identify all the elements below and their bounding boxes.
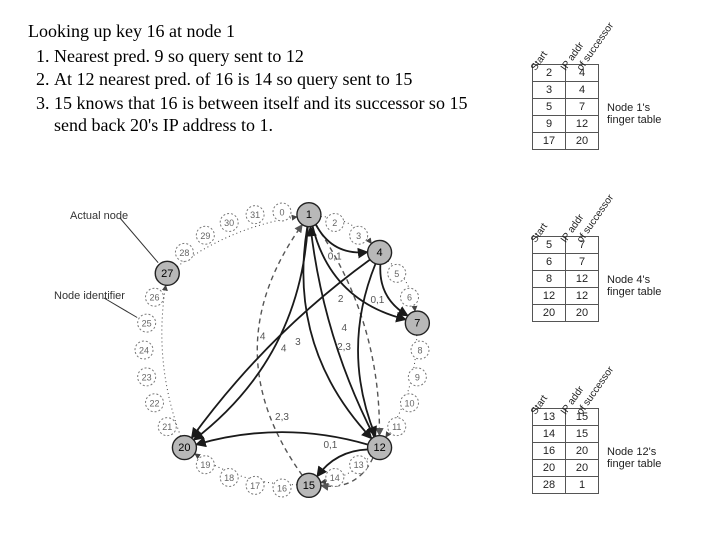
table-cell: 12 bbox=[566, 116, 599, 133]
table-cell: 16 bbox=[533, 443, 566, 460]
node-label: 24 bbox=[139, 346, 149, 356]
step-3: 15 knows that 16 is between itself and i… bbox=[54, 92, 498, 137]
finger-table-body: 2434579121720 bbox=[532, 64, 599, 150]
node-label: 7 bbox=[414, 318, 420, 330]
table-cell: 12 bbox=[566, 288, 599, 305]
node-label: 29 bbox=[200, 231, 210, 241]
table-cell: 9 bbox=[533, 116, 566, 133]
node-label: 8 bbox=[417, 346, 422, 356]
svg-text:3: 3 bbox=[295, 337, 301, 348]
table-cell: 20 bbox=[566, 443, 599, 460]
svg-text:0,1: 0,1 bbox=[370, 295, 384, 306]
table-row: 1212 bbox=[533, 288, 599, 305]
finger-table-2: StartIP addrof successor1315141516202020… bbox=[532, 408, 599, 494]
node-label: 19 bbox=[200, 460, 210, 470]
finger-table-caption: Node 4's finger table bbox=[607, 274, 667, 298]
explanation-text: Looking up key 16 at node 1 Nearest pred… bbox=[28, 20, 498, 138]
table-cell: 3 bbox=[533, 82, 566, 99]
page-root: Looking up key 16 at node 1 Nearest pred… bbox=[0, 0, 720, 540]
svg-text:2,3: 2,3 bbox=[275, 412, 289, 423]
svg-text:2: 2 bbox=[338, 294, 344, 305]
table-cell: 20 bbox=[533, 460, 566, 477]
node-label: 30 bbox=[224, 218, 234, 228]
svg-text:0,1: 0,1 bbox=[323, 440, 337, 451]
node-label: 13 bbox=[354, 460, 364, 470]
node-label: 22 bbox=[149, 398, 159, 408]
node-label: 16 bbox=[277, 484, 287, 494]
table-cell: 7 bbox=[566, 99, 599, 116]
table-cell: 4 bbox=[566, 82, 599, 99]
node-label: 5 bbox=[394, 269, 399, 279]
svg-text:0,1: 0,1 bbox=[328, 251, 342, 262]
node-label: 0 bbox=[279, 208, 284, 218]
node-label: 4 bbox=[377, 247, 383, 259]
steps-list: Nearest pred. 9 so query sent to 12 At 1… bbox=[28, 45, 498, 137]
node-label: 26 bbox=[149, 293, 159, 303]
table-row: 1415 bbox=[533, 426, 599, 443]
table-row: 57 bbox=[533, 99, 599, 116]
node-label: 1 bbox=[306, 209, 312, 221]
svg-text:4: 4 bbox=[342, 323, 348, 334]
table-cell: 12 bbox=[533, 288, 566, 305]
node-label: 10 bbox=[404, 398, 414, 408]
table-row: 1720 bbox=[533, 133, 599, 150]
finger-table-body: 576781212122020 bbox=[532, 236, 599, 322]
table-cell: 8 bbox=[533, 271, 566, 288]
finger-table-body: 1315141516202020281 bbox=[532, 408, 599, 494]
step-2: At 12 nearest pred. of 16 is 14 so query… bbox=[54, 68, 498, 91]
node-label: 9 bbox=[415, 372, 420, 382]
svg-text:2,3: 2,3 bbox=[337, 342, 351, 353]
table-cell: 17 bbox=[533, 133, 566, 150]
finger-table-caption: Node 1's finger table bbox=[607, 102, 667, 126]
table-cell: 5 bbox=[533, 99, 566, 116]
table-cell: 20 bbox=[533, 305, 566, 322]
table-cell: 20 bbox=[566, 305, 599, 322]
table-row: 281 bbox=[533, 477, 599, 494]
diagram-annotation: Node identifier bbox=[54, 290, 125, 302]
step-1: Nearest pred. 9 so query sent to 12 bbox=[54, 45, 498, 68]
node-label: 23 bbox=[142, 372, 152, 382]
table-cell: 28 bbox=[533, 477, 566, 494]
diagram-annotation: Actual node bbox=[70, 210, 128, 222]
node-label: 17 bbox=[250, 481, 260, 491]
table-cell: 7 bbox=[566, 254, 599, 271]
table-row: 812 bbox=[533, 271, 599, 288]
lead-line: Looking up key 16 at node 1 bbox=[28, 20, 498, 43]
node-label: 20 bbox=[178, 442, 190, 454]
table-cell: 12 bbox=[566, 271, 599, 288]
table-row: 34 bbox=[533, 82, 599, 99]
node-label: 14 bbox=[330, 473, 340, 483]
table-row: 2020 bbox=[533, 305, 599, 322]
table-cell: 20 bbox=[566, 133, 599, 150]
chord-ring-diagram: 0,12340,12,340,12,3401234567891011121314… bbox=[60, 180, 500, 540]
node-label: 12 bbox=[373, 442, 385, 454]
node-label: 25 bbox=[142, 319, 152, 329]
node-label: 6 bbox=[407, 293, 412, 303]
node-label: 15 bbox=[303, 480, 315, 492]
svg-text:4: 4 bbox=[260, 332, 266, 343]
table-row: 1620 bbox=[533, 443, 599, 460]
node-label: 2 bbox=[332, 218, 337, 228]
svg-text:4: 4 bbox=[281, 344, 287, 355]
table-row: 912 bbox=[533, 116, 599, 133]
table-cell: 6 bbox=[533, 254, 566, 271]
finger-table-0: StartIP addrof successor2434579121720Nod… bbox=[532, 64, 599, 150]
table-cell: 20 bbox=[566, 460, 599, 477]
node-label: 27 bbox=[161, 268, 173, 280]
node-label: 28 bbox=[179, 248, 189, 258]
node-label: 3 bbox=[356, 231, 361, 241]
table-row: 67 bbox=[533, 254, 599, 271]
node-label: 21 bbox=[162, 422, 172, 432]
table-cell: 14 bbox=[533, 426, 566, 443]
finger-table-caption: Node 12's finger table bbox=[607, 446, 667, 470]
table-cell: 1 bbox=[566, 477, 599, 494]
node-label: 31 bbox=[250, 210, 260, 220]
node-label: 11 bbox=[392, 422, 401, 432]
table-cell: 15 bbox=[566, 426, 599, 443]
node-label: 18 bbox=[224, 473, 234, 483]
table-row: 2020 bbox=[533, 460, 599, 477]
finger-table-1: StartIP addrof successor576781212122020N… bbox=[532, 236, 599, 322]
